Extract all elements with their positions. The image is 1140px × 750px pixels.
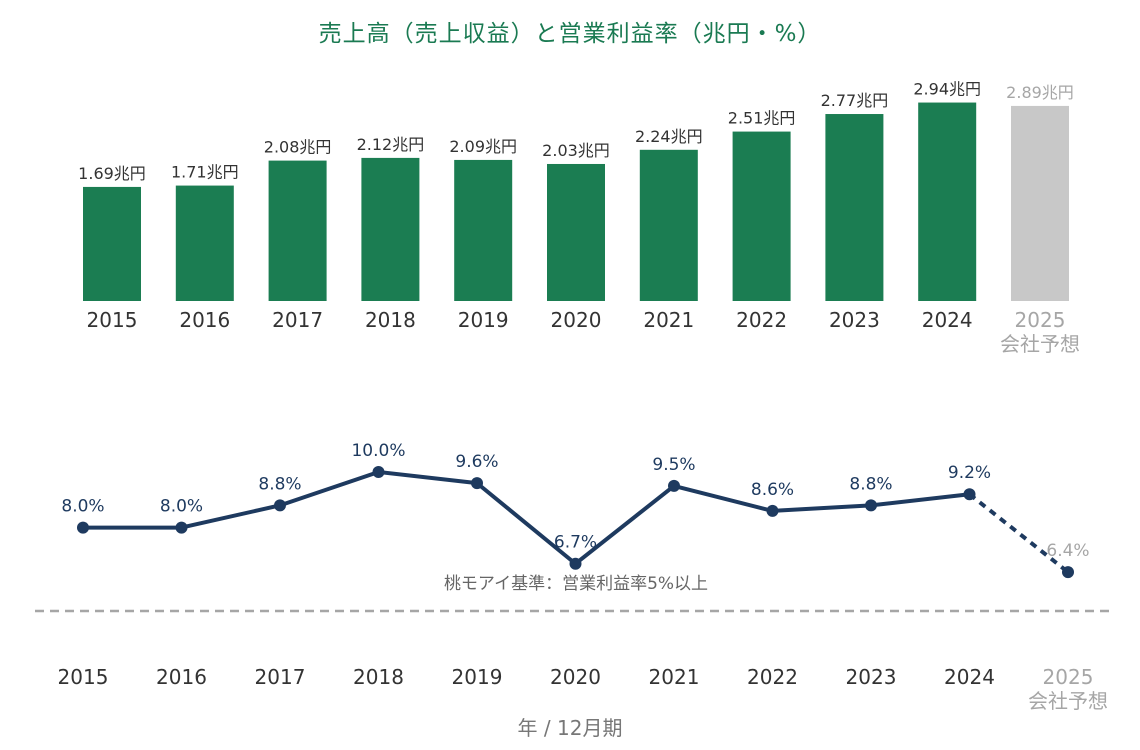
margin-point-label: 6.7% xyxy=(554,533,597,553)
bar-x-tick: 2020 xyxy=(551,308,602,332)
revenue-bar-label: 1.71兆円 xyxy=(171,163,239,182)
revenue-bar-label: 2.08兆円 xyxy=(264,138,332,157)
margin-point xyxy=(569,557,582,570)
revenue-bar xyxy=(268,160,327,301)
bar-x-tick: 2016 xyxy=(179,308,230,332)
margin-point-label: 9.2% xyxy=(948,463,991,483)
bar-x-tick: 2022 xyxy=(736,308,787,332)
line-x-tick: 2020 xyxy=(550,665,601,689)
margin-point-label: 6.4% xyxy=(1046,541,1089,561)
margin-point xyxy=(963,488,976,501)
line-forecast-label: 会社予想 xyxy=(1028,689,1108,713)
margin-point-label: 9.5% xyxy=(652,455,695,475)
margin-point xyxy=(471,477,483,490)
margin-point-label: 8.8% xyxy=(849,474,892,494)
bar-x-tick: 2017 xyxy=(272,308,323,332)
margin-point-label: 8.0% xyxy=(160,497,203,517)
revenue-bar-label: 2.24兆円 xyxy=(635,127,703,146)
margin-point-label: 8.8% xyxy=(258,474,301,494)
revenue-bar xyxy=(454,159,513,301)
margin-point-forecast xyxy=(1062,566,1074,579)
revenue-bar-label: 2.03兆円 xyxy=(542,141,610,160)
line-x-tick: 2021 xyxy=(649,665,700,689)
revenue-bar xyxy=(361,157,420,301)
line-x-tick: 2025 xyxy=(1043,665,1094,689)
revenue-bar xyxy=(547,163,605,301)
margin-point-label: 9.6% xyxy=(455,452,498,472)
margin-point-label: 8.6% xyxy=(751,480,794,500)
revenue-bar xyxy=(732,131,791,301)
margin-point xyxy=(668,479,680,492)
bar-forecast-label: 会社予想 xyxy=(1000,332,1080,356)
line-x-tick: 2016 xyxy=(156,665,207,689)
chart-title: 売上高（売上収益）と営業利益率（兆円・%） xyxy=(318,21,822,47)
margin-point xyxy=(77,521,89,534)
margin-point xyxy=(175,521,188,534)
revenue-bar-label: 2.89兆円 xyxy=(1006,83,1074,102)
revenue-bar xyxy=(639,149,698,301)
bar-x-tick: 2023 xyxy=(829,308,880,332)
bar-x-tick: 2024 xyxy=(922,308,973,332)
margin-point xyxy=(766,504,779,517)
line-x-tick: 2017 xyxy=(255,665,306,689)
line-x-tick: 2023 xyxy=(846,665,897,689)
bar-x-tick: 2025 xyxy=(1015,308,1066,332)
bar-x-tick: 2018 xyxy=(365,308,416,332)
revenue-bar-label: 2.94兆円 xyxy=(913,80,981,99)
revenue-bar-chart: 1.69兆円 2015 1.71兆円 2016 2.08兆円 2017 2.12兆円 2018… xyxy=(78,80,1080,356)
line-x-tick: 2024 xyxy=(944,665,995,689)
revenue-bar-label: 2.77兆円 xyxy=(821,91,889,110)
line-x-tick: 2022 xyxy=(747,665,798,689)
revenue-bar-label: 1.69兆円 xyxy=(78,164,146,183)
revenue-bar-label: 2.12兆円 xyxy=(357,135,425,154)
revenue-bar xyxy=(825,114,884,302)
margin-forecast-line xyxy=(968,492,1070,574)
margin-series-line xyxy=(83,470,970,566)
margin-point xyxy=(865,499,877,512)
bar-x-tick: 2019 xyxy=(458,308,509,332)
line-x-tick: 2018 xyxy=(353,665,404,689)
margin-point-label: 10.0% xyxy=(351,441,405,461)
margin-line-chart: 桃モアイ基準：営業利益率5%以上 8.0% 2015 8.0% 2016 8.8% 2017… xyxy=(35,441,1115,740)
line-x-tick: 2019 xyxy=(452,665,503,689)
margin-point xyxy=(372,466,385,478)
revenue-bar xyxy=(175,185,234,301)
line-x-tick: 2015 xyxy=(58,665,109,689)
margin-point-label: 8.0% xyxy=(61,497,104,517)
bar-x-tick: 2015 xyxy=(87,308,138,332)
revenue-bar xyxy=(83,186,141,301)
revenue-bar xyxy=(918,102,977,301)
revenue-bar-label: 2.09兆円 xyxy=(449,137,517,156)
x-axis-label: 年 / 12月期 xyxy=(518,716,623,740)
bar-x-tick: 2021 xyxy=(643,308,694,332)
reference-line-label: 桃モアイ基準：営業利益率5%以上 xyxy=(444,574,708,594)
revenue-bar-forecast xyxy=(1011,105,1069,301)
revenue-bar-label: 2.51兆円 xyxy=(728,109,796,128)
margin-point xyxy=(274,499,286,512)
